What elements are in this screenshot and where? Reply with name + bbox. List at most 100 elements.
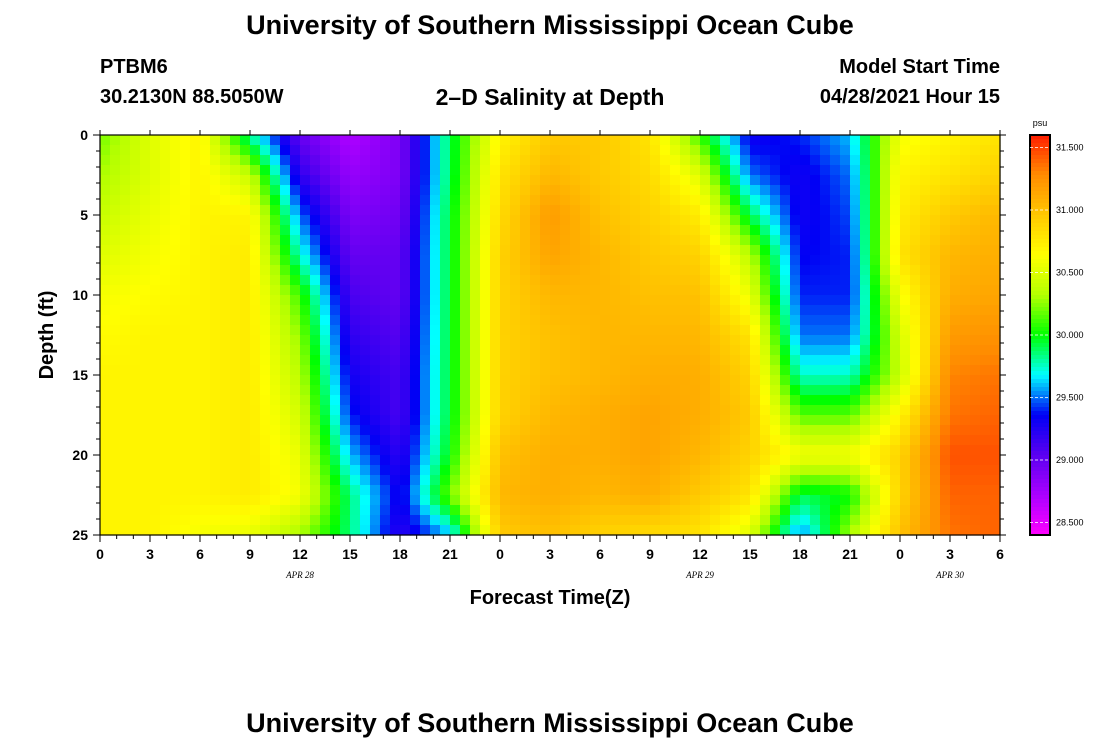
colorbar-swatch (1030, 219, 1050, 224)
heatmap-cell (980, 255, 991, 266)
heatmap-cell (940, 135, 951, 146)
heatmap-cell (550, 275, 561, 286)
heatmap-cell (720, 425, 731, 436)
heatmap-cell (770, 295, 781, 306)
heatmap-cell (910, 505, 921, 516)
heatmap-cell (190, 515, 201, 526)
heatmap-cell (690, 325, 701, 336)
heatmap-cell (460, 475, 471, 486)
heatmap-cell (590, 435, 601, 446)
heatmap-cell (170, 445, 181, 456)
heatmap-cell (520, 215, 531, 226)
heatmap-cell (850, 475, 861, 486)
heatmap-cell (930, 195, 941, 206)
heatmap-cell (600, 265, 611, 276)
heatmap-cell (340, 415, 351, 426)
heatmap-cell (380, 305, 391, 316)
heatmap-cell (130, 215, 141, 226)
heatmap-cell (840, 445, 851, 456)
heatmap-cell (600, 195, 611, 206)
heatmap-cell (760, 525, 771, 536)
heatmap-cell (590, 325, 601, 336)
heatmap-cell (670, 495, 681, 506)
heatmap-cell (890, 395, 901, 406)
x-tick-label: 15 (742, 546, 758, 562)
heatmap-cell (590, 495, 601, 506)
heatmap-cell (330, 165, 341, 176)
heatmap-cell (330, 315, 341, 326)
colorbar-swatch (1030, 247, 1050, 252)
heatmap-cell (380, 415, 391, 426)
heatmap-cell (990, 435, 1001, 446)
heatmap-cell (910, 235, 921, 246)
heatmap-cell (940, 525, 951, 536)
heatmap-cell (730, 355, 741, 366)
heatmap-cell (720, 165, 731, 176)
heatmap-cell (470, 265, 481, 276)
heatmap-cell (490, 505, 501, 516)
heatmap-cell (460, 275, 471, 286)
heatmap-cell (820, 375, 831, 386)
heatmap-cell (960, 375, 971, 386)
heatmap-cell (380, 435, 391, 446)
heatmap-cell (990, 245, 1001, 256)
heatmap-cell (300, 205, 311, 216)
heatmap-cell (490, 135, 501, 146)
heatmap-cell (330, 345, 341, 356)
heatmap-cell (310, 405, 321, 416)
heatmap-cell (260, 335, 271, 346)
heatmap-cell (120, 145, 131, 156)
heatmap-cell (670, 405, 681, 416)
heatmap-cell (440, 515, 451, 526)
heatmap-cell (790, 505, 801, 516)
heatmap-cell (590, 355, 601, 366)
heatmap-cell (960, 465, 971, 476)
heatmap-cell (530, 355, 541, 366)
heatmap-cell (350, 365, 361, 376)
heatmap-cell (840, 325, 851, 336)
heatmap-cell (460, 265, 471, 276)
heatmap-cell (600, 165, 611, 176)
heatmap-cell (820, 195, 831, 206)
heatmap-cell (490, 495, 501, 506)
heatmap-cell (800, 245, 811, 256)
heatmap-cell (190, 485, 201, 496)
heatmap-cell (250, 475, 261, 486)
heatmap-cell (720, 315, 731, 326)
heatmap-cell (960, 255, 971, 266)
heatmap-cell (380, 185, 391, 196)
heatmap-cell (640, 145, 651, 156)
heatmap-cell (100, 495, 111, 506)
heatmap-cell (290, 175, 301, 186)
heatmap-cell (320, 385, 331, 396)
heatmap-cell (910, 185, 921, 196)
heatmap-cell (420, 315, 431, 326)
heatmap-cell (390, 485, 401, 496)
heatmap-cell (760, 185, 771, 196)
heatmap-cell (160, 395, 171, 406)
heatmap-cell (740, 415, 751, 426)
heatmap-cell (450, 275, 461, 286)
heatmap-cell (360, 525, 371, 536)
heatmap-cell (300, 325, 311, 336)
heatmap-cell (780, 215, 791, 226)
heatmap-cell (260, 475, 271, 486)
heatmap-cell (160, 245, 171, 256)
heatmap-cell (240, 205, 251, 216)
heatmap-cell (380, 235, 391, 246)
heatmap-cell (460, 365, 471, 376)
heatmap-cell (360, 135, 371, 146)
heatmap-cell (620, 135, 631, 146)
heatmap-cell (280, 335, 291, 346)
heatmap-cell (200, 445, 211, 456)
heatmap-cell (170, 365, 181, 376)
heatmap-cell (410, 455, 421, 466)
heatmap-cell (970, 145, 981, 156)
heatmap-cell (720, 365, 731, 376)
colorbar-swatch (1030, 295, 1050, 300)
heatmap-cell (120, 185, 131, 196)
heatmap-cell (820, 485, 831, 496)
heatmap-cell (780, 205, 791, 216)
heatmap-cell (930, 515, 941, 526)
heatmap-cell (550, 185, 561, 196)
